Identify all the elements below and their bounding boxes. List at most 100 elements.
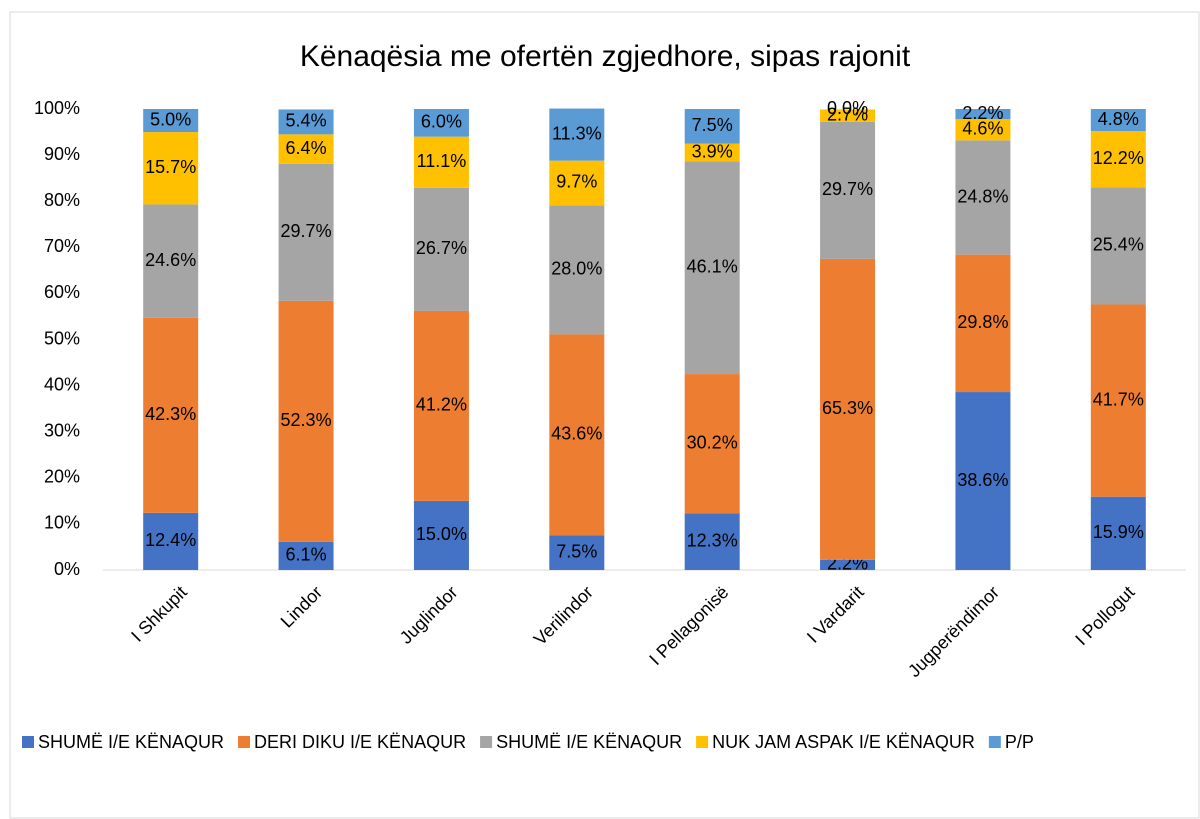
data-label: 46.1% — [687, 257, 738, 277]
legend-swatch — [480, 736, 493, 748]
bar-segment — [684, 161, 740, 375]
data-label: 29.7% — [822, 179, 873, 199]
y-tick-label: 20% — [44, 467, 80, 487]
legend-label: SHUMË I/E KËNAQUR — [496, 732, 682, 752]
legend-swatch — [238, 736, 251, 748]
bar-segment — [549, 108, 605, 161]
bar-segment — [549, 535, 605, 570]
y-tick-label: 100% — [34, 98, 80, 118]
bar-segment — [955, 254, 1011, 393]
y-tick-label: 30% — [44, 420, 80, 440]
data-label: 4.6% — [962, 118, 1003, 138]
data-label: 6.1% — [286, 545, 327, 565]
y-tick-label: 70% — [44, 236, 80, 256]
data-label: 12.4% — [145, 530, 196, 550]
bar-segment — [549, 160, 605, 206]
data-label: 42.3% — [145, 404, 196, 424]
bar-segment — [413, 310, 469, 501]
bar-segment — [413, 136, 469, 188]
data-label: 5.4% — [286, 111, 327, 131]
data-label: 65.3% — [822, 398, 873, 418]
data-label: 15.0% — [416, 524, 467, 544]
data-label: 5.0% — [150, 109, 191, 129]
y-tick-label: 60% — [44, 282, 80, 302]
data-label: 12.2% — [1093, 148, 1144, 168]
bar-segment — [684, 513, 740, 570]
bar-segment — [1090, 496, 1146, 570]
bar-segment — [278, 541, 334, 570]
data-label: 29.8% — [957, 312, 1008, 332]
data-label: 43.6% — [551, 424, 602, 444]
data-label: 2.7% — [827, 104, 868, 124]
legend-swatch — [22, 736, 34, 748]
bar-segment — [278, 163, 334, 301]
bar-segment — [143, 512, 199, 570]
legend-label: P/P — [1005, 732, 1034, 752]
data-label: 0.0% — [827, 98, 868, 118]
bar-segment — [413, 109, 469, 137]
data-label: 29.7% — [281, 221, 332, 241]
bar-segment — [955, 109, 1011, 120]
bar-segment — [549, 205, 605, 335]
y-tick-label: 50% — [44, 328, 80, 348]
data-label: 12.3% — [687, 530, 738, 550]
legend-label: SHUMË I/E KËNAQUR — [38, 732, 224, 752]
y-tick-label: 10% — [44, 513, 80, 533]
data-label: 52.3% — [281, 410, 332, 430]
bar-segment — [684, 109, 740, 144]
bar-segment — [684, 143, 740, 162]
data-label: 11.3% — [552, 123, 602, 143]
bar-segment — [955, 119, 1011, 141]
data-label: 26.7% — [416, 238, 467, 258]
legend-label: NUK JAM ASPAK I/E KËNAQUR — [712, 732, 975, 752]
y-tick-label: 90% — [44, 144, 80, 164]
data-label: 3.9% — [692, 141, 733, 161]
data-label: 15.7% — [145, 157, 196, 177]
data-label: 24.8% — [957, 186, 1008, 206]
data-label: 6.0% — [421, 112, 462, 132]
data-label: 30.2% — [687, 432, 738, 452]
data-label: 9.7% — [556, 172, 597, 192]
bar-segment — [278, 134, 334, 164]
data-label: 41.2% — [416, 395, 467, 415]
data-label: 11.1% — [417, 151, 467, 171]
bar-segment — [413, 500, 469, 570]
bar-segment — [820, 258, 876, 560]
bar-segment — [1090, 187, 1146, 305]
legend-swatch — [696, 736, 709, 748]
bar-segment — [684, 374, 740, 514]
bar-segment — [143, 317, 199, 513]
bar-segment — [413, 187, 469, 311]
data-label: 7.5% — [556, 541, 597, 561]
bar-segment — [143, 109, 199, 133]
data-label: 41.7% — [1093, 389, 1144, 409]
bar-segment — [1090, 109, 1146, 132]
y-tick-label: 0% — [54, 559, 80, 579]
data-label: 2.2% — [962, 103, 1003, 123]
y-tick-label: 80% — [44, 190, 80, 210]
bar-segment — [955, 140, 1011, 255]
y-tick-label: 40% — [44, 374, 80, 394]
data-label: 38.6% — [957, 470, 1008, 490]
data-label: 28.0% — [551, 259, 602, 279]
data-label: 15.9% — [1093, 522, 1144, 542]
data-label: 6.4% — [286, 138, 327, 158]
bar-segment — [820, 121, 876, 259]
bar-segment — [143, 204, 199, 318]
data-label: 24.6% — [145, 250, 196, 270]
legend-label: DERI DIKU I/E KËNAQUR — [254, 732, 466, 752]
bar-segment — [820, 109, 876, 122]
data-label: 25.4% — [1093, 235, 1144, 255]
chart-title: Kënaqësia me ofertën zgjedhore, sipas ra… — [300, 40, 911, 73]
bar-segment — [143, 132, 199, 205]
bar-segment — [278, 300, 334, 542]
bar-segment — [1090, 131, 1146, 188]
legend-swatch — [988, 736, 1001, 748]
data-label: 7.5% — [692, 115, 733, 135]
bar-segment — [820, 559, 876, 570]
bar-segment — [549, 334, 605, 536]
bar-segment — [278, 109, 334, 135]
bar-segment — [1090, 304, 1146, 497]
data-label: 4.8% — [1098, 109, 1139, 129]
